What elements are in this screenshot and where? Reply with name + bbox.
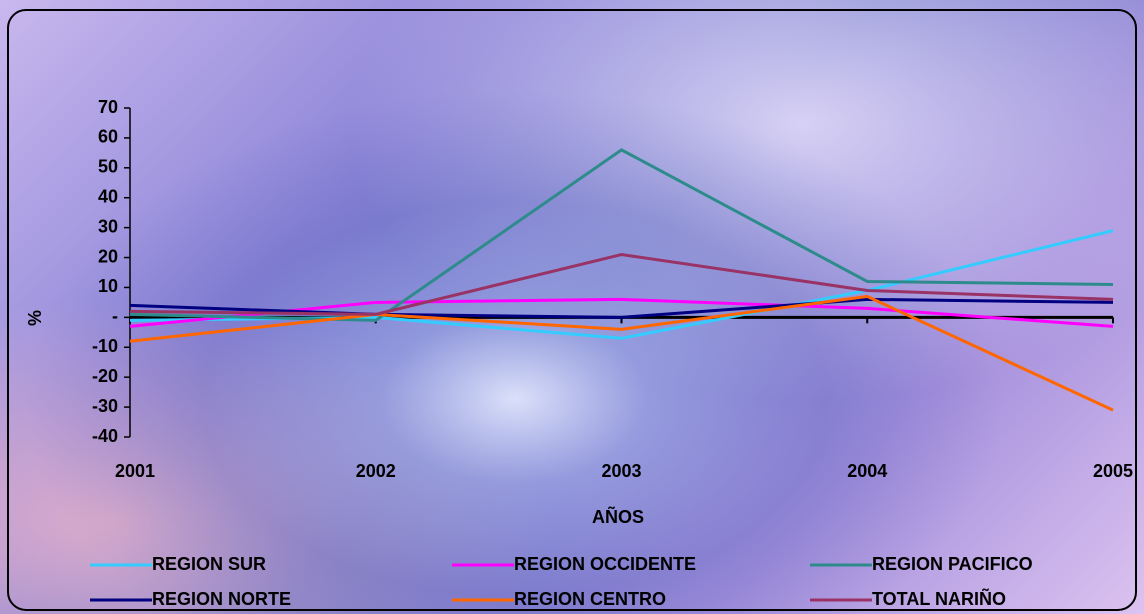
x-tick-label: 2002	[356, 461, 396, 481]
y-tick-label: 70	[98, 97, 118, 117]
y-tick-label: 50	[98, 157, 118, 177]
y-tick-label: 20	[98, 246, 118, 266]
series-line	[129, 253, 1114, 316]
y-tick-label: 60	[98, 127, 118, 147]
legend-label: REGION NORTE	[152, 589, 291, 609]
series-line	[129, 297, 1114, 319]
y-tick-label: -20	[92, 366, 118, 386]
y-tick-label: 30	[98, 216, 118, 236]
legend-label: REGION PACIFICO	[872, 554, 1033, 574]
y-tick-label: 40	[98, 186, 118, 206]
y-tick-label: 10	[98, 276, 118, 296]
legend-label: REGION OCCIDENTE	[514, 554, 696, 574]
y-tick-label: -10	[92, 336, 118, 356]
legend-label: TOTAL NARIÑO	[872, 588, 1006, 609]
y-tick-label: -	[112, 306, 118, 326]
series-line	[129, 148, 1114, 322]
chart-border	[7, 9, 1137, 611]
x-tick-label: 2001	[115, 461, 155, 481]
x-axis-label: AÑOS	[592, 506, 644, 527]
y-tick-label: -40	[92, 426, 118, 446]
series-line	[129, 294, 1114, 412]
x-tick-label: 2005	[1093, 461, 1133, 481]
legend-label: REGION SUR	[152, 554, 266, 574]
y-axis-label: %	[25, 310, 45, 326]
x-tick-label: 2003	[601, 461, 641, 481]
y-tick-label: -30	[92, 396, 118, 416]
x-tick-label: 2004	[847, 461, 887, 481]
legend-label: REGION CENTRO	[514, 589, 666, 609]
